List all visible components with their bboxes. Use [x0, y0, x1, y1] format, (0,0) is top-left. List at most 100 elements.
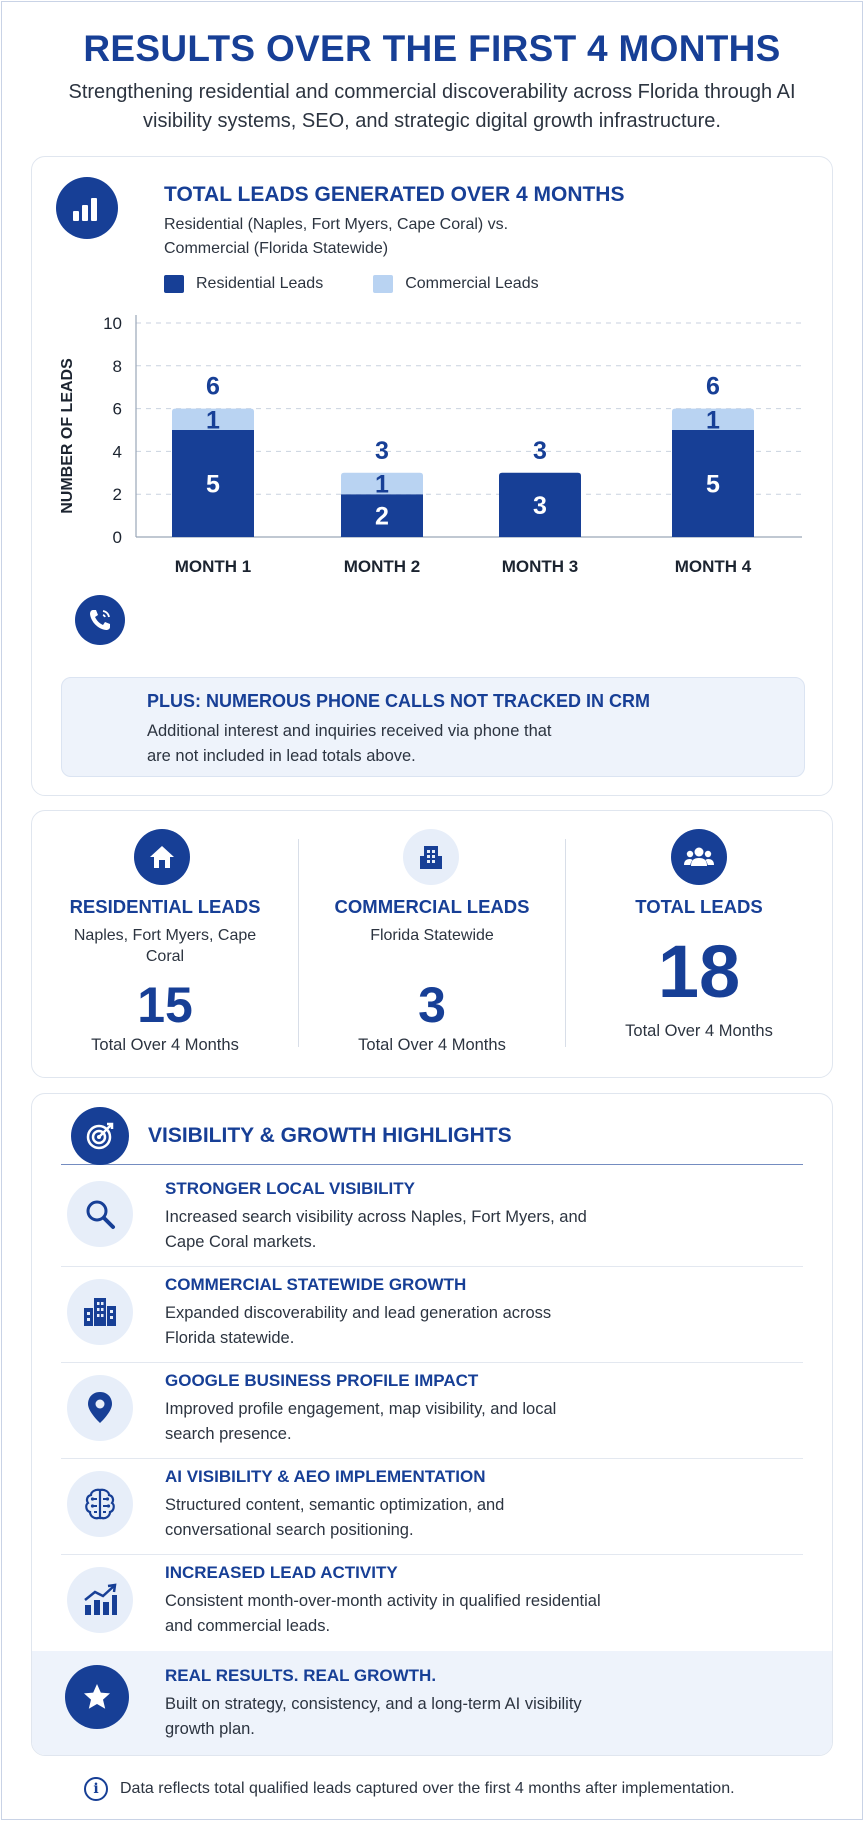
y-tick-label: 8: [113, 357, 122, 376]
legend-item-residential: Residential Leads: [164, 275, 323, 293]
highlights-title: VISIBILITY & GROWTH HIGHLIGHTS: [148, 1124, 512, 1147]
bar-value-label: 3: [533, 492, 547, 520]
target-icon: [71, 1107, 129, 1165]
page-subtitle: Strengthening residential and commercial…: [68, 81, 796, 132]
highlight-text: Structured content, semantic optimizatio…: [165, 1496, 505, 1539]
info-icon: i: [84, 1777, 108, 1801]
stat-total-label: TOTAL LEADS: [635, 896, 763, 917]
y-tick-label: 6: [113, 400, 122, 419]
legend-label-commercial: Commercial Leads: [405, 275, 539, 292]
lead-stats-card: RESIDENTIAL LEADS Naples, Fort Myers, Ca…: [31, 810, 833, 1078]
bar-residential: [172, 430, 254, 537]
page-title: RESULTS OVER THE FIRST 4 MONTHS: [83, 28, 781, 69]
x-tick-label: MONTH 3: [502, 557, 579, 576]
y-tick-label: 4: [113, 442, 122, 461]
footnote: i Data reflects total qualified leads ca…: [84, 1777, 735, 1801]
x-tick-label: MONTH 1: [175, 557, 252, 576]
stat-total: TOTAL LEADS 18 Total Over 4 Months: [566, 811, 832, 1079]
phone-callout: [61, 677, 805, 777]
stat-commercial-value: 3: [418, 977, 446, 1033]
star-icon: [65, 1665, 129, 1729]
bar-value-label: 1: [206, 406, 220, 434]
group-icon: [671, 829, 727, 885]
stat-divider: [298, 839, 299, 1047]
stat-commercial-label: COMMERCIAL LEADS: [334, 896, 530, 917]
map-pin-icon: [67, 1375, 133, 1441]
highlight-text: Increased search visibility across Naple…: [165, 1208, 587, 1251]
y-tick-label: 0: [113, 528, 122, 547]
chart-subtitle: Residential (Naples, Fort Myers, Cape Co…: [164, 216, 509, 257]
stat-total-foot: Total Over 4 Months: [625, 1022, 773, 1040]
final-title: REAL RESULTS. REAL GROWTH.: [165, 1666, 437, 1685]
callout-title: PLUS: NUMEROUS PHONE CALLS NOT TRACKED I…: [147, 691, 650, 711]
stat-commercial: COMMERCIAL LEADS Florida Statewide 3 Tot…: [299, 811, 565, 1079]
bar-value-label: 1: [706, 406, 720, 434]
highlight-row-local-visibility: STRONGER LOCAL VISIBILITY Increased sear…: [32, 1171, 832, 1267]
legend-label-residential: Residential Leads: [196, 275, 324, 292]
highlight-row-lead-activity: INCREASED LEAD ACTIVITY Consistent month…: [32, 1555, 832, 1651]
highlight-title: INCREASED LEAD ACTIVITY: [165, 1563, 398, 1582]
highlight-title: COMMERCIAL STATEWIDE GROWTH: [165, 1275, 467, 1294]
bar-value-label: 2: [375, 503, 389, 531]
highlights-card: VISIBILITY & GROWTH HIGHLIGHTS STRONGER …: [31, 1093, 833, 1756]
stat-residential-label: RESIDENTIAL LEADS: [69, 896, 261, 917]
highlight-row-commercial-growth: COMMERCIAL STATEWIDE GROWTH Expanded dis…: [32, 1267, 832, 1363]
callout-text: Additional interest and inquiries receiv…: [147, 722, 552, 765]
stat-residential-sub: Naples, Fort Myers, Cape Coral: [73, 927, 257, 965]
y-axis-label: NUMBER OF LEADS: [59, 358, 76, 514]
highlight-row-google-profile: GOOGLE BUSINESS PROFILE IMPACT Improved …: [32, 1363, 832, 1459]
bar-residential: [672, 430, 754, 537]
bar-total-label: 6: [706, 373, 720, 401]
growth-chart-icon: [67, 1567, 133, 1633]
stat-total-value: 18: [657, 930, 741, 1013]
row-separator: [61, 1362, 803, 1363]
bar-total-label: 6: [206, 373, 220, 401]
highlight-title: AI VISIBILITY & AEO IMPLEMENTATION: [165, 1467, 486, 1486]
row-separator: [61, 1266, 803, 1267]
legend-swatch-residential: [164, 275, 184, 293]
row-separator: [61, 1554, 803, 1555]
footnote-text: Data reflects total qualified leads capt…: [120, 1780, 735, 1797]
y-tick-label: 2: [113, 485, 122, 504]
chart-title: TOTAL LEADS GENERATED OVER 4 MONTHS: [164, 183, 625, 206]
bar-chart-icon: [56, 177, 118, 239]
bar-residential: [341, 494, 423, 537]
buildings-icon: [67, 1279, 133, 1345]
bar-total-label: 3: [533, 437, 547, 465]
ai-brain-icon: [67, 1471, 133, 1537]
y-tick-label: 10: [103, 314, 122, 333]
legend-swatch-commercial: [373, 275, 394, 293]
highlight-row-final: REAL RESULTS. REAL GROWTH. Built on stra…: [32, 1651, 832, 1755]
highlight-row-ai-visibility: AI VISIBILITY & AEO IMPLEMENTATION Struc…: [32, 1459, 832, 1555]
bar-total-label: 3: [375, 437, 389, 465]
bar-residential: [499, 472, 581, 537]
highlight-title: GOOGLE BUSINESS PROFILE IMPACT: [165, 1371, 479, 1390]
stat-commercial-sub: Florida Statewide: [370, 927, 494, 944]
building-icon: [403, 829, 459, 885]
row-separator: [61, 1458, 803, 1459]
chart-legend: Residential Leads Commercial Leads: [164, 275, 539, 293]
legend-item-commercial: Commercial Leads: [373, 275, 539, 293]
house-icon: [134, 829, 190, 885]
final-text: Built on strategy, consistency, and a lo…: [165, 1695, 582, 1738]
stat-residential-foot: Total Over 4 Months: [91, 1036, 239, 1054]
highlight-text: Expanded discoverability and lead genera…: [165, 1304, 552, 1347]
bar-commercial: [172, 408, 254, 430]
highlight-text: Improved profile engagement, map visibil…: [165, 1400, 557, 1443]
highlight-title: STRONGER LOCAL VISIBILITY: [165, 1179, 415, 1198]
bar-value-label: 5: [206, 471, 220, 499]
bar-value-label: 5: [706, 471, 720, 499]
stat-commercial-foot: Total Over 4 Months: [358, 1036, 506, 1054]
phone-icon: [75, 595, 125, 645]
x-tick-label: MONTH 4: [675, 557, 752, 576]
stat-residential: RESIDENTIAL LEADS Naples, Fort Myers, Ca…: [32, 811, 298, 1079]
highlights-rule: [61, 1164, 803, 1165]
x-tick-label: MONTH 2: [344, 557, 421, 576]
stat-divider: [565, 839, 566, 1047]
leads-chart-card: TOTAL LEADS GENERATED OVER 4 MONTHS Resi…: [31, 156, 833, 796]
search-icon: [67, 1181, 133, 1247]
stat-residential-value: 15: [137, 977, 193, 1033]
stacked-bar-chart: 0 2 4 6 8 10 NUMBER OF LEADS 5 1 6 MONTH 1 2 1 3 MONTH…: [59, 314, 802, 576]
bar-commercial: [341, 472, 423, 495]
